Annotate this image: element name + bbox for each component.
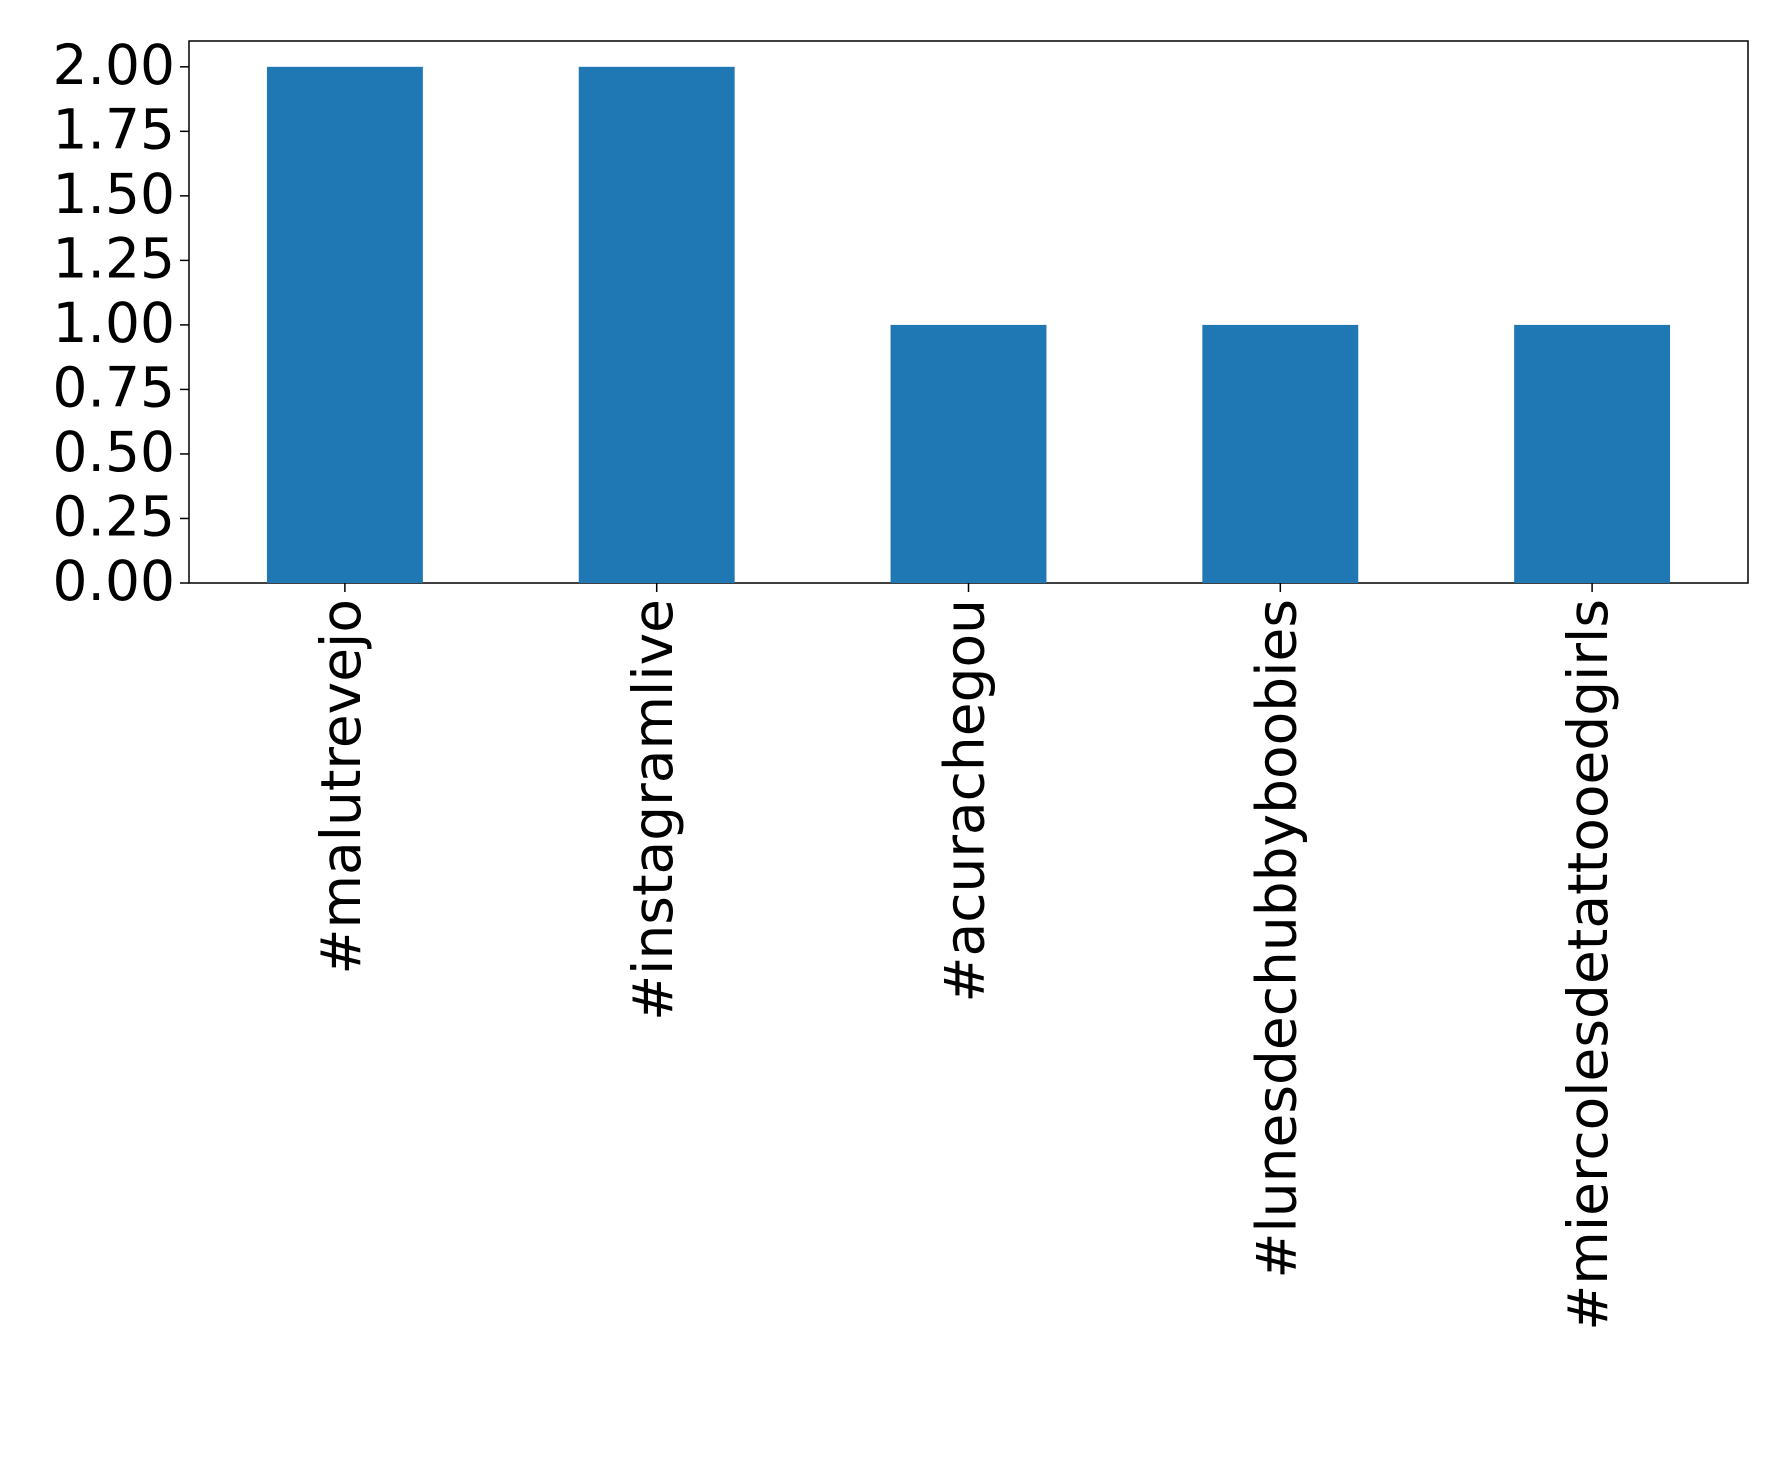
y-tick-label: 0.50 — [53, 420, 175, 484]
bar — [578, 66, 735, 584]
y-tick-label: 0.00 — [53, 549, 175, 613]
bar — [890, 324, 1047, 583]
bar — [266, 66, 423, 584]
y-tick-label: 1.25 — [53, 227, 175, 291]
x-tick-label: #instagramlive — [621, 599, 685, 1021]
x-tick-label: #miercolesdetattooedgirls — [1556, 599, 1620, 1331]
y-tick-label: 1.00 — [53, 291, 175, 355]
bar — [1202, 324, 1359, 583]
x-tick-label: #acurachegou — [933, 599, 997, 1003]
bar — [1514, 324, 1671, 583]
y-tick-label: 1.50 — [53, 162, 175, 226]
y-tick-label: 2.00 — [53, 33, 175, 97]
y-tick-label: 1.75 — [53, 97, 175, 161]
x-tick-label: #lunesdechubbyboobies — [1244, 599, 1308, 1279]
y-tick-label: 0.75 — [53, 356, 175, 420]
y-tick-label: 0.25 — [53, 485, 175, 549]
x-tick-label: #malutrevejo — [309, 599, 373, 975]
